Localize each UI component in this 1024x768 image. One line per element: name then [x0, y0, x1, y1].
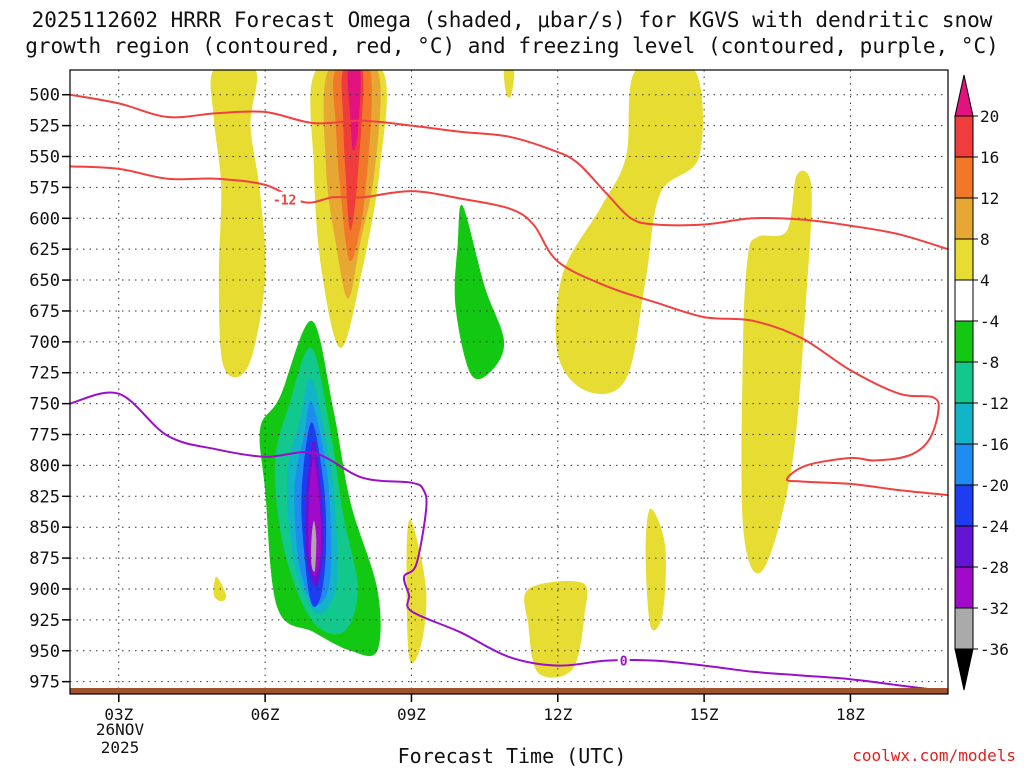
y-tick-label-575: 575: [29, 178, 60, 198]
colorbar: 20 16 12 8 4 -4 -8 -12 -16 -20 -24 -28 -32 -36: [954, 74, 1009, 691]
colorbar-label-2: 12: [980, 189, 999, 208]
y-tick-label-825: 825: [29, 487, 60, 507]
date-label-day: 26NOV: [95, 720, 145, 739]
omega-region-9: [406, 519, 427, 664]
colorbar-bin-8: [954, 402, 974, 445]
x-axis-title: Forecast Time (UTC): [397, 744, 627, 768]
colorbar-label-1: 16: [980, 148, 999, 167]
y-tick-label-800: 800: [29, 456, 60, 476]
colorbar-bin-0: [954, 74, 974, 117]
colorbar-label-4: 4: [980, 271, 990, 290]
chart-title-line-2: growth region (contoured, red, °C) and f…: [25, 34, 999, 58]
colorbar-bin-1: [954, 115, 974, 158]
y-tick-label-725: 725: [29, 364, 60, 384]
y-tick-label-625: 625: [29, 240, 60, 260]
y-tick-label-775: 775: [29, 426, 60, 446]
colorbar-bin-3: [954, 197, 974, 240]
colorbar-label-3: 8: [980, 230, 990, 249]
y-tick-label-700: 700: [29, 333, 60, 353]
omega-fill-layer: [210, 70, 812, 678]
y-tick-label-875: 875: [29, 549, 60, 569]
x-axis: 03Z 06Z 09Z 12Z 15Z 18Z: [104, 694, 865, 724]
y-tick-label-550: 550: [29, 147, 60, 167]
omega-region-8: [741, 170, 812, 574]
grid-layer: [70, 70, 948, 694]
dendritic-contour-label: -12: [273, 194, 296, 209]
colorbar-label-11: -28: [980, 558, 1009, 577]
colorbar-bin-6: [954, 320, 974, 363]
colorbar-label-13: -36: [980, 640, 1009, 659]
colorbar-label-5: -4: [980, 312, 999, 331]
y-tick-label-925: 925: [29, 611, 60, 631]
colorbar-bin-11: [954, 525, 974, 568]
colorbar-label-0: 20: [980, 107, 999, 126]
x-tick-label-09Z: 09Z: [397, 705, 426, 724]
dendritic-label-bg: [268, 191, 301, 208]
dendritic-contour-upper: [70, 93, 948, 251]
contour-layer: -12 0 0: [70, 93, 948, 692]
x-tick-label-03Z: 03Z: [104, 705, 133, 724]
colorbar-bin-2: [954, 156, 974, 199]
y-axis: 500 525 550 575 600 625 650 675 700 725 750 775 800 8…: [29, 86, 70, 693]
y-tick-label-525: 525: [29, 117, 60, 137]
colorbar-bin-5: [954, 279, 974, 322]
credit-link[interactable]: coolwx.com/models: [852, 746, 1016, 765]
colorbar-label-12: -32: [980, 599, 1009, 618]
freezing-contour-label: 0: [620, 655, 628, 670]
omega-region-11: [524, 580, 588, 678]
omega-region-13: [454, 204, 505, 380]
chart-title-line-1: 2025112602 HRRR Forecast Omega (shaded, …: [31, 8, 993, 32]
dendritic-contour-lower: [70, 165, 948, 497]
y-tick-label-850: 850: [29, 518, 60, 538]
x-tick-label-12Z: 12Z: [543, 705, 572, 724]
omega-region-7: [555, 70, 703, 395]
colorbar-bin-10: [954, 484, 974, 527]
colorbar-label-6: -8: [980, 353, 999, 372]
freezing-label-bg: [617, 652, 630, 669]
colorbar-label-8: -16: [980, 435, 1009, 454]
colorbar-bin-7: [954, 361, 974, 404]
omega-region-5: [347, 70, 361, 151]
colorbar-bin-9: [954, 443, 974, 486]
ground-strip: [70, 688, 948, 694]
y-tick-label-975: 975: [29, 673, 60, 693]
date-label-year: 2025: [100, 738, 140, 757]
x-tick-label-18Z: 18Z: [836, 705, 865, 724]
omega-region-10: [645, 508, 666, 631]
y-tick-label-900: 900: [29, 580, 60, 600]
colorbar-bin-14: [954, 648, 974, 691]
omega-region-21: [311, 521, 317, 572]
y-tick-label-750: 750: [29, 395, 60, 415]
colorbar-bin-4: [954, 238, 974, 281]
colorbar-bin-12: [954, 566, 974, 609]
colorbar-label-10: -24: [980, 517, 1009, 536]
y-tick-label-600: 600: [29, 209, 60, 229]
x-tick-label-15Z: 15Z: [690, 705, 719, 724]
colorbar-label-7: -12: [980, 394, 1009, 413]
plot-background: [70, 70, 948, 694]
freezing-level-contour: [70, 391, 939, 692]
plot-frame: [69, 69, 949, 695]
y-tick-label-675: 675: [29, 302, 60, 322]
omega-region-6: [503, 70, 515, 98]
y-tick-label-950: 950: [29, 642, 60, 662]
y-tick-label-500: 500: [29, 86, 60, 106]
x-tick-label-06Z: 06Z: [251, 705, 280, 724]
y-tick-label-650: 650: [29, 271, 60, 291]
colorbar-label-9: -20: [980, 476, 1009, 495]
freezing-contour-marker: 0: [311, 449, 317, 460]
colorbar-bin-13: [954, 607, 974, 650]
omega-region-0: [210, 70, 266, 378]
